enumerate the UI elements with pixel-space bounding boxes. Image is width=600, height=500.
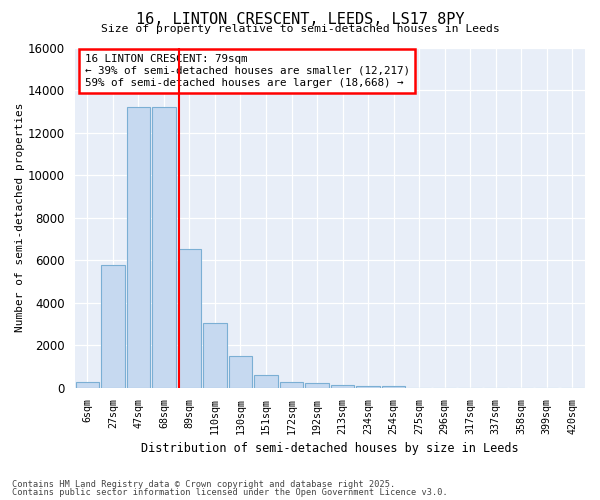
Bar xyxy=(356,386,380,388)
Bar xyxy=(229,356,252,388)
Bar xyxy=(280,382,303,388)
Text: Contains HM Land Registry data © Crown copyright and database right 2025.: Contains HM Land Registry data © Crown c… xyxy=(12,480,395,489)
Bar xyxy=(76,382,99,388)
Text: Size of property relative to semi-detached houses in Leeds: Size of property relative to semi-detach… xyxy=(101,24,499,34)
Bar xyxy=(127,107,150,388)
Bar xyxy=(331,386,355,388)
Bar xyxy=(254,375,278,388)
Y-axis label: Number of semi-detached properties: Number of semi-detached properties xyxy=(15,103,25,332)
X-axis label: Distribution of semi-detached houses by size in Leeds: Distribution of semi-detached houses by … xyxy=(141,442,518,455)
Bar xyxy=(382,386,406,388)
Bar xyxy=(178,248,201,388)
Text: Contains public sector information licensed under the Open Government Licence v3: Contains public sector information licen… xyxy=(12,488,448,497)
Text: 16, LINTON CRESCENT, LEEDS, LS17 8PY: 16, LINTON CRESCENT, LEEDS, LS17 8PY xyxy=(136,12,464,28)
Bar xyxy=(101,264,125,388)
Bar xyxy=(203,323,227,388)
Bar xyxy=(152,107,176,388)
Text: 16 LINTON CRESCENT: 79sqm
← 39% of semi-detached houses are smaller (12,217)
59%: 16 LINTON CRESCENT: 79sqm ← 39% of semi-… xyxy=(85,54,410,88)
Bar xyxy=(305,383,329,388)
